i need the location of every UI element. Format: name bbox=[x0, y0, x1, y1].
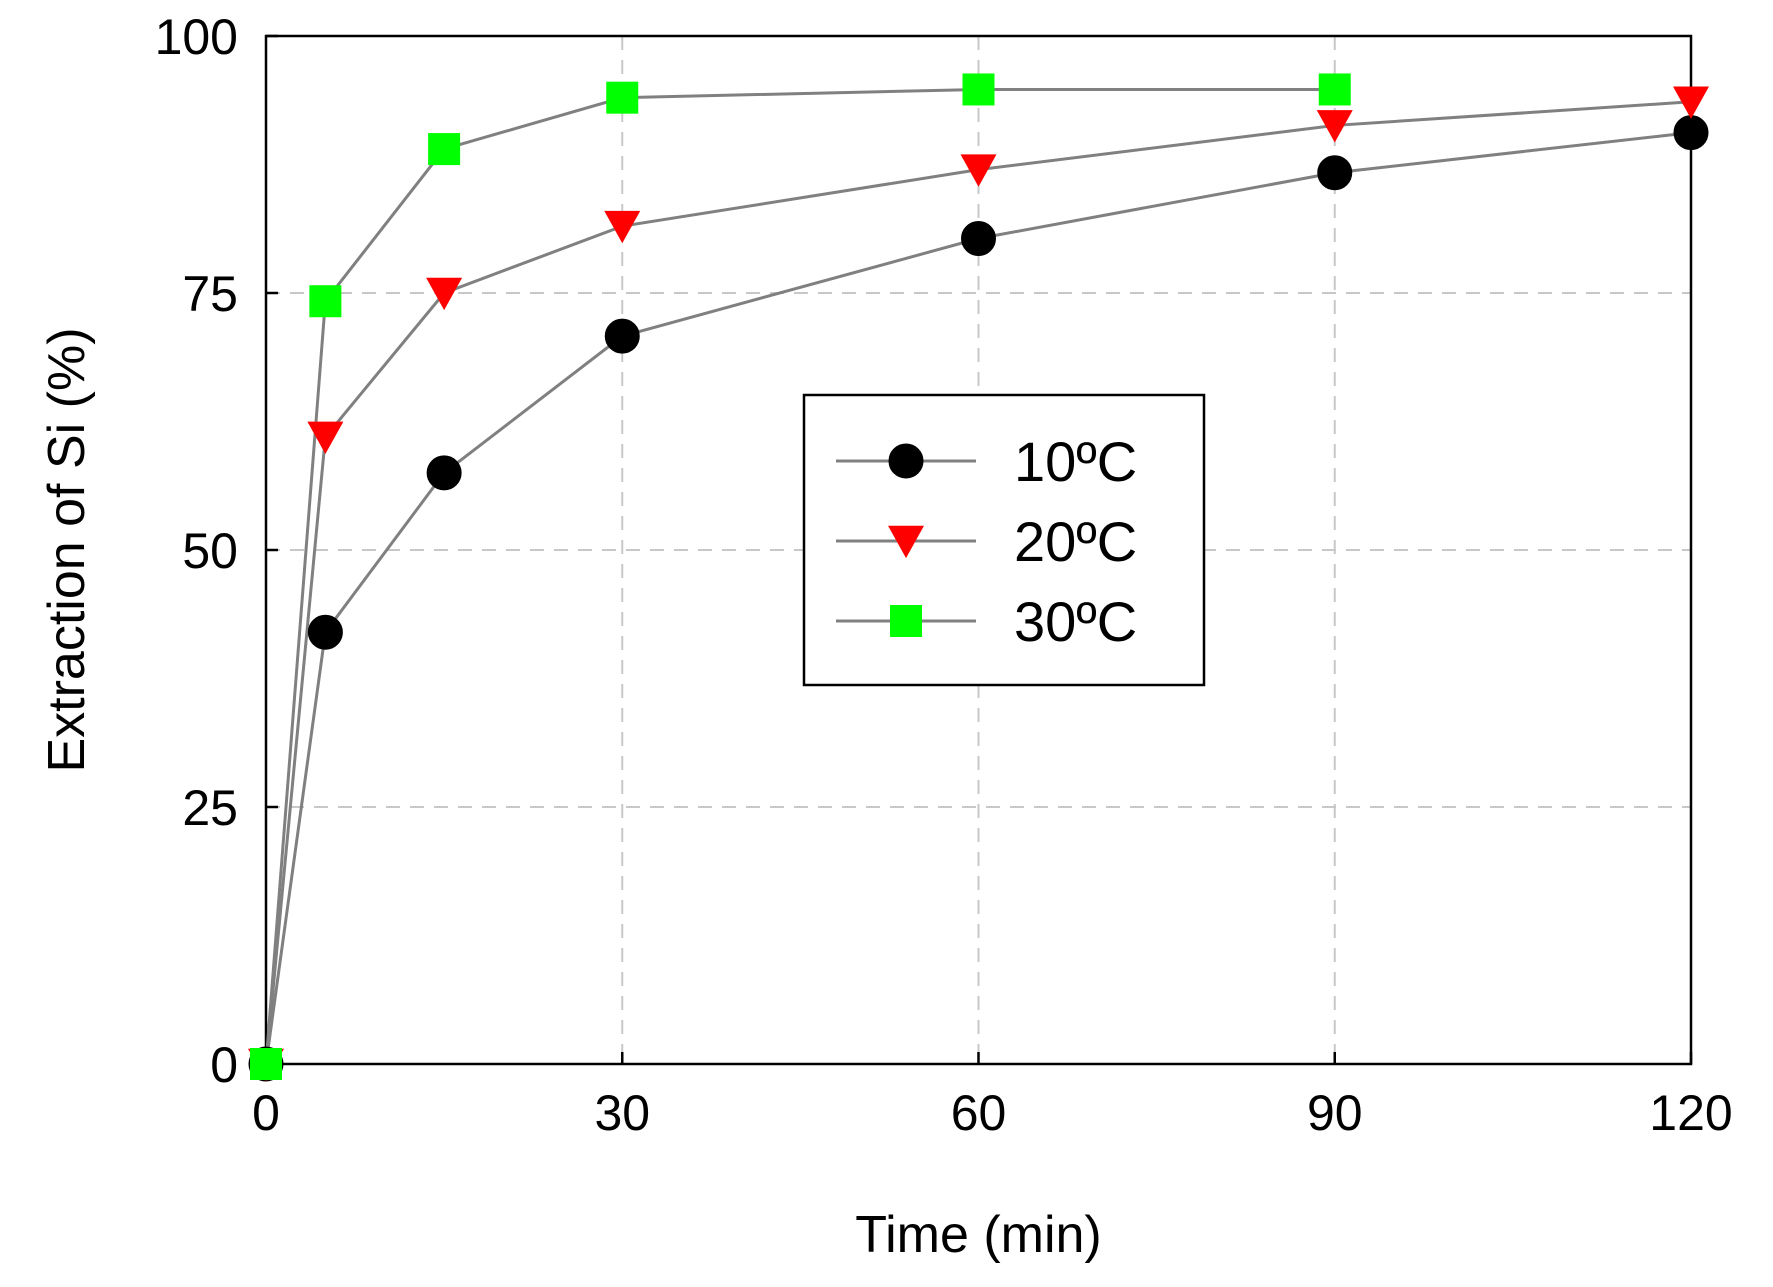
data-point bbox=[307, 614, 343, 650]
legend-entry-20c: 20ºC bbox=[836, 510, 1137, 573]
data-point bbox=[961, 221, 996, 257]
x-axis: 0 30 60 90 120 bbox=[252, 1052, 1733, 1141]
legend-marker-circle bbox=[888, 443, 924, 479]
data-point bbox=[606, 81, 639, 114]
data-point bbox=[960, 154, 997, 187]
y-tick-label: 75 bbox=[182, 266, 238, 322]
y-axis: 0 25 50 75 100 bbox=[155, 9, 278, 1093]
data-point bbox=[1318, 73, 1351, 106]
x-tick-label: 60 bbox=[951, 1085, 1007, 1141]
legend-label: 20ºC bbox=[1014, 510, 1137, 573]
data-point bbox=[426, 455, 462, 491]
x-tick-label: 90 bbox=[1307, 1085, 1363, 1141]
x-tick-label: 0 bbox=[252, 1085, 280, 1141]
y-tick-label: 50 bbox=[182, 523, 238, 579]
data-point bbox=[309, 285, 342, 318]
data-point bbox=[1316, 110, 1353, 143]
y-tick-label: 25 bbox=[182, 780, 238, 836]
legend-entry-10c: 10ºC bbox=[836, 430, 1137, 493]
data-point bbox=[962, 73, 995, 106]
series-2-points bbox=[250, 73, 1351, 1080]
data-point bbox=[1673, 86, 1709, 119]
y-axis-title: Extraction of Si (%) bbox=[38, 327, 96, 772]
legend: 10ºC 20ºC 30ºC bbox=[802, 393, 1206, 687]
x-tick-label: 30 bbox=[594, 1085, 650, 1141]
data-point bbox=[428, 133, 461, 166]
data-point bbox=[604, 210, 641, 244]
data-point bbox=[604, 318, 640, 354]
legend-marker bbox=[890, 605, 922, 637]
y-tick-label: 0 bbox=[210, 1037, 238, 1093]
data-point bbox=[426, 277, 463, 311]
y-tick-label: 100 bbox=[155, 9, 238, 65]
x-tick-label: 120 bbox=[1649, 1085, 1732, 1141]
legend-marker-square bbox=[890, 605, 922, 637]
x-axis-title: Time (min) bbox=[855, 1206, 1102, 1264]
legend-label: 10ºC bbox=[1014, 430, 1137, 493]
legend-entry-30c: 30ºC bbox=[836, 590, 1137, 653]
data-point bbox=[1317, 155, 1353, 191]
series-layer bbox=[248, 73, 1709, 1082]
legend-marker bbox=[888, 525, 924, 559]
data-point bbox=[307, 421, 344, 455]
data-point bbox=[250, 1048, 282, 1080]
data-point bbox=[1673, 115, 1709, 151]
legend-marker-triangle bbox=[888, 525, 924, 559]
legend-marker bbox=[888, 443, 924, 479]
legend-label: 30ºC bbox=[1014, 590, 1137, 653]
